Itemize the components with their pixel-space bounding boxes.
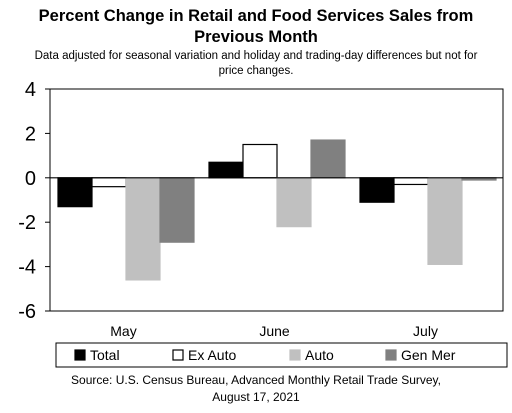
chart-title: Percent Change in Retail and Food Servic…	[0, 6, 512, 48]
chart-title-line-2: Previous Month	[194, 28, 318, 46]
y-tick-label: -4	[18, 257, 36, 279]
y-tick-label: -2	[18, 212, 36, 234]
chart-subtitle-line-2: price changes.	[218, 65, 294, 77]
y-tick-label: 4	[25, 79, 36, 101]
bar-auto-july	[427, 177, 463, 265]
source-line-2: August 17, 2021	[212, 390, 300, 404]
x-category-label: July	[413, 323, 438, 339]
legend-swatch-ex-auto	[172, 349, 184, 361]
bar-gen-mer-may	[159, 177, 195, 243]
bar-gen-mer-june	[310, 139, 346, 179]
chart-subtitle-line-1: Data adjusted for seasonal variation and…	[34, 50, 478, 62]
legend-label-gen-mer: Gen Mer	[401, 347, 456, 363]
bar-ex-auto-may	[91, 177, 127, 188]
bar-auto-may	[125, 177, 161, 281]
y-tick-label: 2	[25, 123, 36, 145]
bar-ex-auto-july	[393, 177, 429, 186]
legend-label-total: Total	[90, 347, 120, 363]
bar-total-june	[208, 161, 244, 179]
source-line-1: Source: U.S. Census Bureau, Advanced Mon…	[71, 373, 441, 387]
legend-label-ex-auto: Ex Auto	[188, 347, 236, 363]
bar-auto-june	[276, 177, 312, 228]
source-note: Source: U.S. Census Bureau, Advanced Mon…	[0, 372, 512, 406]
legend-box	[55, 342, 508, 368]
bar-total-july	[359, 177, 395, 203]
legend-swatch-gen-mer	[385, 349, 397, 361]
chart-title-line-1: Percent Change in Retail and Food Servic…	[38, 7, 474, 25]
legend-swatch-auto	[289, 349, 301, 361]
legend-label-auto: Auto	[305, 347, 334, 363]
x-category-label: May	[110, 323, 136, 339]
x-category-label: June	[259, 323, 290, 339]
y-tick-label: -6	[18, 301, 36, 323]
bar-total-may	[57, 177, 93, 208]
y-tick-label: 0	[25, 168, 36, 190]
legend-swatch-total	[74, 349, 86, 361]
plot-area-border	[49, 88, 504, 312]
bar-ex-auto-june	[242, 143, 278, 179]
chart-subtitle: Data adjusted for seasonal variation and…	[0, 49, 512, 79]
